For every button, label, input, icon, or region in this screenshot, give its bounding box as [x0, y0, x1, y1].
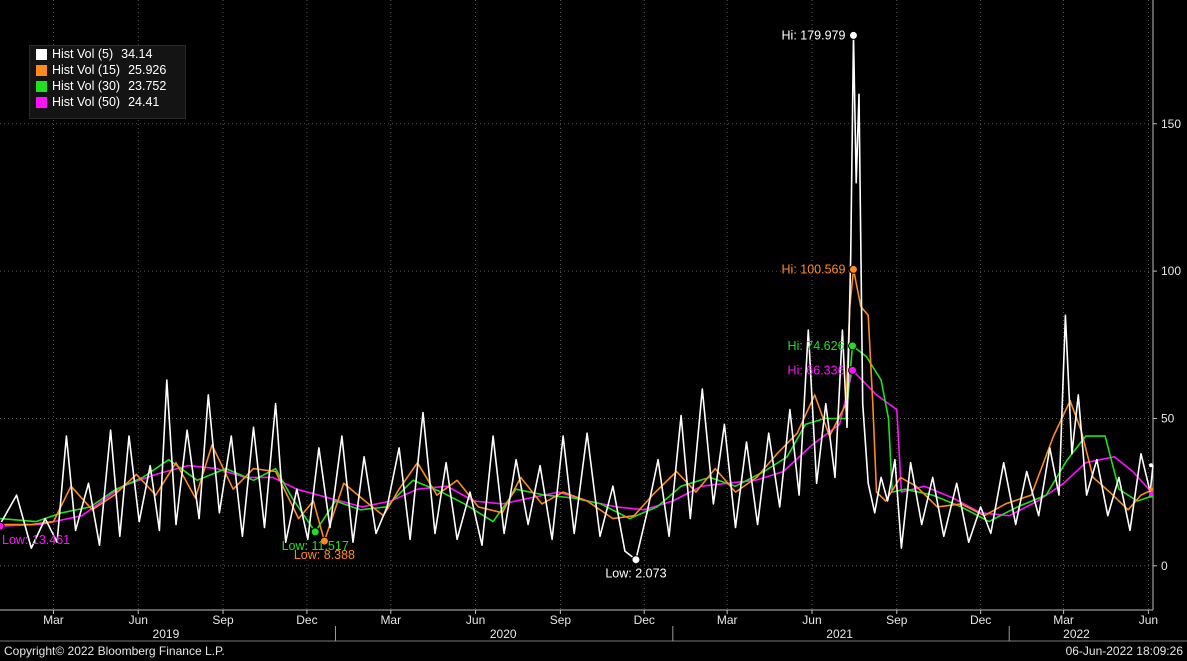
annotation-marker	[848, 264, 858, 274]
legend-swatch	[36, 80, 47, 92]
year-label: 2019	[153, 627, 180, 641]
legend-item: Hist Vol (50) 24.41	[30, 94, 185, 110]
legend-item: Hist Vol (15) 25.926	[30, 62, 185, 78]
legend-value: 25.926	[128, 63, 167, 77]
annotation-label: Low: 8.388	[294, 548, 355, 562]
legend-value: 23.752	[128, 79, 167, 93]
annotation-marker	[848, 365, 858, 375]
annotation-label: Hi: 66.336	[788, 363, 845, 377]
legend-item: Hist Vol (5) 34.14	[30, 46, 185, 62]
x-tick-label: Dec	[970, 613, 991, 627]
annotation-marker	[0, 521, 5, 531]
last-value-marker	[1149, 463, 1153, 468]
y-tick-label: 50	[1161, 411, 1175, 425]
last-value-marker	[1149, 491, 1153, 496]
legend-swatch	[36, 96, 47, 108]
y-tick-label: 0	[1161, 559, 1168, 573]
annotation-label: Hi: 179.979	[782, 28, 846, 42]
x-tick-label: Mar	[380, 613, 401, 627]
copyright-text: Copyright© 2022 Bloomberg Finance L.P.	[4, 644, 225, 658]
legend-label: Hist Vol (50)	[52, 95, 121, 109]
legend-value: 34.14	[121, 47, 153, 61]
annotation-marker	[319, 536, 329, 546]
x-tick-label: Mar	[43, 613, 64, 627]
annotation-marker	[310, 527, 320, 537]
legend-swatch	[36, 64, 47, 76]
annotation-label: Low: 13.461	[2, 533, 70, 547]
legend-swatch	[36, 48, 47, 60]
chart-legend: Hist Vol (5) 34.14 Hist Vol (15) 25.926 …	[29, 45, 186, 119]
legend-value: 24.41	[128, 95, 160, 109]
x-tick-label: Jun	[129, 613, 148, 627]
annotation-label: Low: 2.073	[605, 567, 666, 581]
annotation-label: Low: 11.517	[282, 539, 349, 553]
legend-item: Hist Vol (30) 23.752	[30, 78, 185, 94]
legend-label: Hist Vol (30)	[52, 79, 121, 93]
x-tick-label: Mar	[1053, 613, 1074, 627]
annotation-marker	[631, 555, 641, 565]
x-tick-label: Jun	[466, 613, 485, 627]
y-tick-label: 100	[1161, 264, 1181, 278]
timestamp-text: 06-Jun-2022 18:09:26	[1065, 644, 1183, 658]
year-label: 2022	[1063, 627, 1090, 641]
legend-label: Hist Vol (15)	[52, 63, 121, 77]
annotation-label: Hi: 100.569	[782, 262, 846, 276]
x-tick-label: Sep	[550, 613, 572, 627]
annotation-label: Hi: 74.626	[788, 339, 845, 353]
x-tick-label: Dec	[296, 613, 317, 627]
year-label: 2020	[490, 627, 517, 641]
x-tick-label: Dec	[634, 613, 655, 627]
series-line	[0, 34, 1154, 561]
x-tick-label: Sep	[212, 613, 234, 627]
x-tick-label: Sep	[886, 613, 908, 627]
legend-label: Hist Vol (5)	[52, 47, 114, 61]
y-tick-label: 150	[1161, 117, 1181, 131]
annotation-marker	[848, 30, 858, 40]
year-label: 2021	[826, 627, 853, 641]
series-line	[0, 369, 1154, 527]
last-value-marker	[1149, 487, 1153, 492]
x-tick-label: Mar	[717, 613, 738, 627]
series-line	[0, 345, 1154, 533]
annotation-marker	[848, 341, 858, 351]
x-tick-label: Jun	[802, 613, 821, 627]
series-line	[0, 268, 1154, 542]
x-tick-label: Jun	[1139, 613, 1158, 627]
